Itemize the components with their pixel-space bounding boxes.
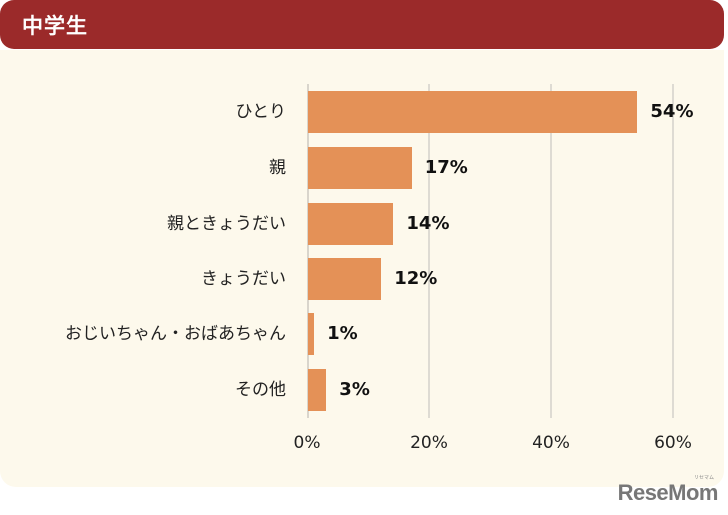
category-label: きょうだい xyxy=(201,269,286,289)
gridline xyxy=(428,84,430,418)
bar xyxy=(308,258,382,300)
value-label: 14% xyxy=(406,213,450,234)
bar xyxy=(308,91,638,133)
bar xyxy=(308,203,394,245)
x-tick-label: 60% xyxy=(654,433,692,453)
x-tick-label: 40% xyxy=(532,433,570,453)
category-label: ひとり xyxy=(235,102,287,122)
bar xyxy=(308,147,412,189)
chart-title: 中学生 xyxy=(22,14,88,38)
category-label: その他 xyxy=(235,380,286,400)
value-label: 54% xyxy=(650,101,694,122)
value-label: 12% xyxy=(394,268,438,289)
resemom-logo: ReseMom xyxy=(617,480,719,505)
gridline xyxy=(672,84,674,418)
chart-header: 中学生 xyxy=(0,0,724,49)
value-label: 17% xyxy=(424,157,468,178)
value-label: 1% xyxy=(327,323,358,344)
bar xyxy=(308,313,315,355)
gridline xyxy=(550,84,552,418)
x-tick-label: 20% xyxy=(410,433,448,453)
y-axis-line xyxy=(307,84,309,418)
category-label: 親 xyxy=(269,158,286,178)
category-label: 親ときょうだい xyxy=(167,214,286,234)
logo-subtext: リセマム xyxy=(693,475,714,481)
value-label: 3% xyxy=(339,379,370,400)
bar xyxy=(308,369,327,411)
category-label: おじいちゃん・おばあちゃん xyxy=(65,324,286,344)
x-tick-label: 0% xyxy=(293,433,321,453)
